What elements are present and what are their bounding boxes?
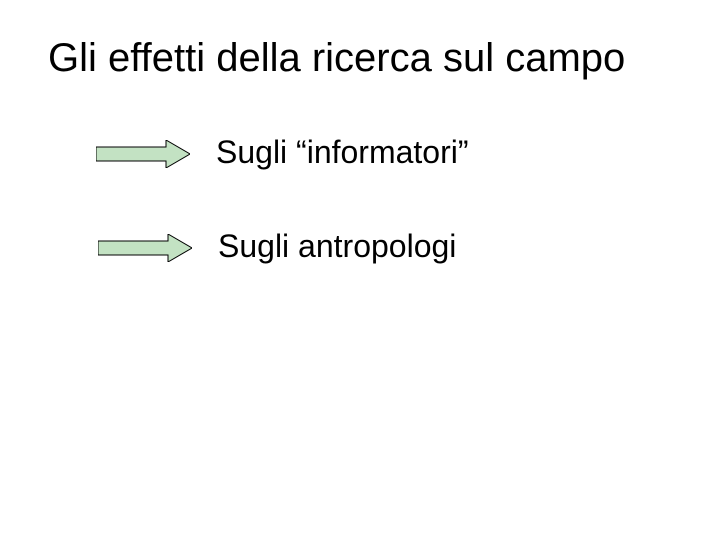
bullet-label-antropologi: Sugli antropologi [218,228,456,265]
arrow-right-icon [96,140,190,173]
slide-title: Gli effetti della ricerca sul campo [48,36,625,81]
arrow-right-icon [98,234,192,267]
bullet-label-informatori: Sugli “informatori” [216,134,469,171]
